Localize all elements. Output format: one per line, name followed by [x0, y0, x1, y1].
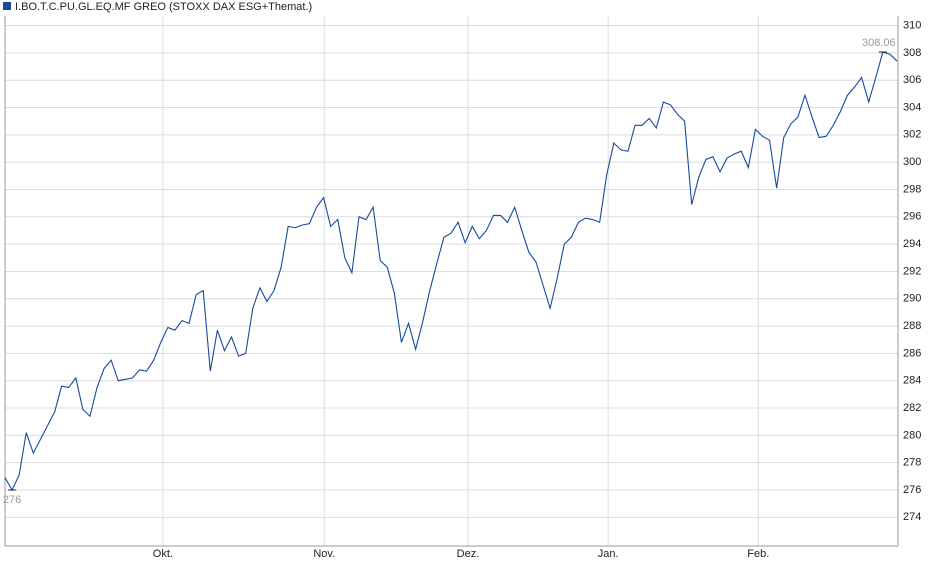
- x-tick-label: Okt.: [153, 548, 173, 560]
- y-tick-label: 296: [903, 211, 921, 223]
- x-tick-label: Nov.: [313, 548, 335, 560]
- y-tick-label: 276: [903, 484, 921, 496]
- legend-swatch: [3, 2, 11, 10]
- x-tick-label: Feb.: [747, 548, 769, 560]
- y-tick-label: 284: [903, 375, 921, 387]
- y-tick-label: 278: [903, 457, 921, 469]
- y-tick-label: 288: [903, 320, 921, 332]
- y-tick-label: 292: [903, 265, 921, 277]
- series-line: [4, 51, 898, 492]
- value-label: 276: [3, 494, 21, 506]
- y-tick-label: 274: [903, 511, 921, 523]
- y-tick-label: 310: [903, 19, 921, 31]
- y-tick-label: 300: [903, 156, 921, 168]
- y-tick-label: 290: [903, 293, 921, 305]
- y-tick-label: 308: [903, 47, 921, 59]
- y-tick-label: 286: [903, 347, 921, 359]
- y-tick-label: 304: [903, 101, 921, 113]
- x-tick-label: Dez.: [457, 548, 480, 560]
- y-tick-label: 298: [903, 183, 921, 195]
- x-tick-label: Jan.: [598, 548, 619, 560]
- y-tick-label: 280: [903, 429, 921, 441]
- y-tick-label: 282: [903, 402, 921, 414]
- y-tick-label: 306: [903, 74, 921, 86]
- y-tick-label: 294: [903, 238, 921, 250]
- chart-title: I.BO.T.C.PU.GL.EQ.MF GREO (STOXX DAX ESG…: [15, 1, 312, 13]
- y-tick-label: 302: [903, 129, 921, 141]
- value-label: 308.06: [862, 37, 896, 49]
